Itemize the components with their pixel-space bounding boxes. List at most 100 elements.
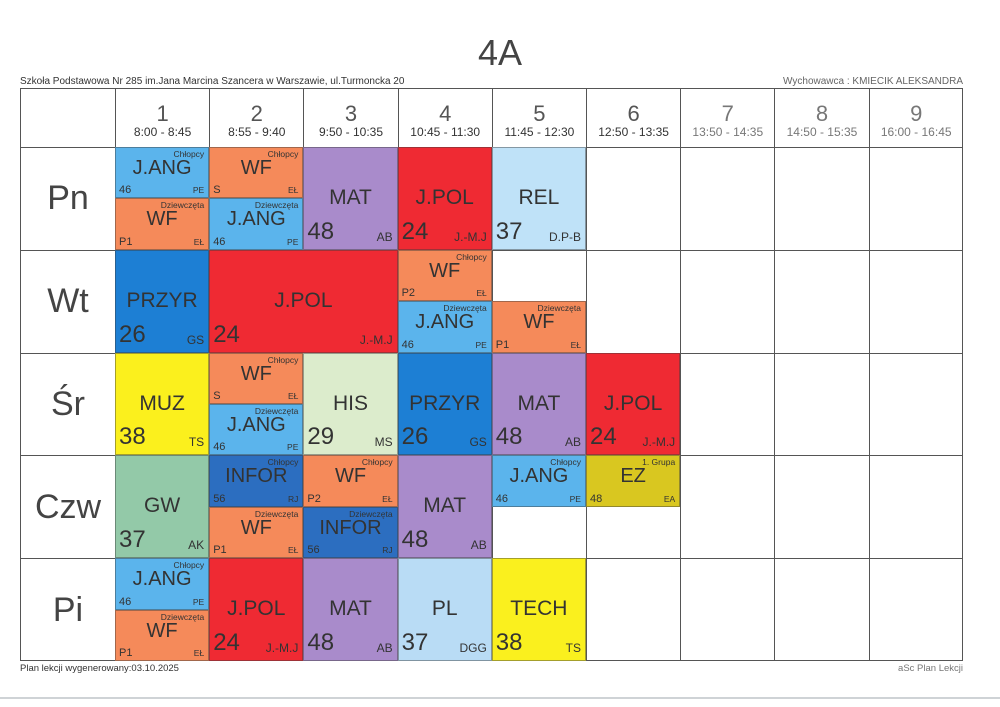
lesson-teacher: J.-M.J [359, 332, 393, 347]
lesson-room: 48 [307, 628, 335, 656]
lesson-block[interactable]: J.POL 24 J.-M.J [397, 147, 492, 250]
lesson-block[interactable]: 1. Grupa EZ 48 EA [586, 455, 681, 507]
period-number: 9 [910, 101, 923, 126]
period-number: 8 [815, 101, 829, 126]
period-header: 1 8:00 - 8:45 [115, 89, 209, 147]
lesson-teacher: GS [186, 332, 205, 347]
lesson-block[interactable]: REL 37 D.P-B [491, 147, 586, 250]
period-number: 6 [627, 101, 640, 126]
page-divider [0, 697, 1000, 699]
lesson-block[interactable]: Dziewczęta J.ANG 46 PE [209, 198, 304, 250]
lesson-block[interactable]: Chłopcy J.ANG 46 PE [491, 455, 586, 507]
lesson-subject: J.POL [603, 391, 663, 415]
period-header: 4 10:45 - 11:30 [397, 89, 492, 147]
lesson-block[interactable]: TECH 38 TS [491, 558, 586, 661]
lesson-subject: PL [431, 597, 458, 621]
lesson-group: Chłopcy [267, 149, 299, 159]
lesson-block[interactable]: Dziewczęta WF P1 EŁ [209, 506, 304, 559]
period-number: 7 [721, 101, 734, 126]
lesson-teacher: J.-M.J [454, 229, 487, 244]
lesson-block[interactable]: MAT 48 AB [491, 352, 586, 456]
lesson-block[interactable]: GW 37 AK [115, 455, 210, 559]
lesson-block[interactable]: Dziewczęta WF P1 EŁ [115, 609, 210, 661]
period-time: 13:50 - 14:35 [692, 125, 764, 139]
lesson-subject: EZ [620, 465, 646, 488]
lesson-teacher: PE [475, 339, 487, 350]
lesson-room: 46 [213, 441, 226, 454]
lesson-subject: MAT [329, 186, 372, 209]
lesson-block[interactable]: Chłopcy J.ANG 46 PE [115, 147, 210, 199]
day-label: Czw [21, 455, 115, 558]
period-time: 14:50 - 15:35 [786, 125, 858, 139]
lesson-block[interactable]: Dziewczęta INFOR 56 RJ [303, 506, 398, 559]
lesson-teacher: PE [192, 596, 205, 607]
period-number: 1 [156, 101, 169, 126]
lesson-room: 56 [307, 544, 320, 557]
lesson-room: 48 [590, 492, 603, 505]
lesson-teacher: PE [287, 236, 299, 247]
lesson-teacher: AK [188, 538, 205, 553]
lesson-block[interactable]: Chłopcy WF S EŁ [209, 352, 304, 404]
period-time: 8:00 - 8:45 [133, 125, 192, 139]
lesson-room: P1 [495, 338, 510, 351]
lesson-subject: J.ANG [132, 568, 192, 591]
lesson-block[interactable]: Chłopcy WF P2 EŁ [397, 249, 492, 302]
lesson-block[interactable]: J.POL 24 J.-M.J [586, 352, 681, 456]
lesson-block[interactable]: Chłopcy WF P2 EŁ [303, 455, 398, 507]
lesson-block[interactable]: J.POL 24 J.-M.J [209, 249, 398, 353]
lesson-block[interactable]: HIS 29 MS [303, 352, 398, 456]
lesson-block[interactable]: PRZYR 26 GS [115, 249, 210, 353]
lesson-teacher: AB [564, 435, 581, 450]
lesson-teacher: PE [287, 442, 299, 453]
lesson-group: Dziewczęta [160, 200, 205, 211]
period-time: 8:55 - 9:40 [228, 125, 286, 139]
period-header: 9 16:00 - 16:45 [868, 89, 963, 147]
lesson-room: 46 [495, 492, 509, 505]
lesson-block[interactable]: MAT 48 AB [303, 558, 398, 661]
lesson-group: Dziewczęta [160, 611, 205, 622]
lesson-block[interactable]: Dziewczęta WF P1 EŁ [115, 198, 210, 250]
lesson-block[interactable]: MAT 48 AB [303, 147, 398, 250]
lesson-group: Chłopcy [456, 251, 487, 262]
grid-column-line [868, 147, 870, 660]
lesson-block[interactable]: Chłopcy INFOR 56 RJ [209, 455, 304, 507]
period-time: 12:50 - 13:35 [598, 125, 669, 139]
lesson-room: 37 [401, 628, 429, 656]
lesson-room: P1 [119, 235, 133, 248]
lesson-block[interactable]: Chłopcy J.ANG 46 PE [115, 558, 210, 610]
lesson-subject: J.ANG [509, 465, 569, 488]
lesson-teacher: J.-M.J [642, 435, 676, 450]
lesson-block[interactable]: Dziewczęta J.ANG 46 PE [209, 404, 304, 456]
lesson-block[interactable]: Dziewczęta WF P1 EŁ [491, 301, 586, 353]
lesson-block[interactable]: J.POL 24 J.-M.J [209, 558, 304, 661]
period-time: 11:45 - 12:30 [504, 125, 575, 139]
lesson-block[interactable]: MUZ 38 TS [115, 352, 210, 456]
lesson-room: P2 [401, 287, 416, 300]
lesson-block[interactable]: Chłopcy WF S EŁ [209, 147, 304, 199]
lesson-teacher: EŁ [193, 236, 205, 247]
lesson-subject: J.ANG [415, 311, 475, 334]
lesson-room: 46 [213, 235, 226, 248]
lesson-group: Dziewczęta [254, 200, 299, 211]
lesson-block[interactable]: PRZYR 26 GS [397, 352, 492, 456]
lesson-subject: WF [523, 311, 555, 334]
lesson-teacher: EŁ [476, 288, 487, 299]
lesson-subject: MAT [423, 494, 467, 518]
period-time: 10:45 - 11:30 [410, 125, 481, 139]
lesson-teacher: AB [376, 229, 393, 244]
lesson-subject: HIS [332, 391, 368, 415]
lesson-subject: WF [146, 619, 178, 642]
class-title: 4A [477, 32, 523, 73]
lesson-block[interactable]: PL 37 DGG [397, 558, 492, 661]
lesson-subject: MAT [517, 391, 561, 415]
lesson-block[interactable]: Dziewczęta J.ANG 46 PE [397, 301, 492, 353]
lesson-room: 24 [590, 423, 617, 451]
lesson-room: S [213, 184, 221, 197]
lesson-group: 1. Grupa [642, 457, 676, 468]
lesson-teacher: D.P-B [548, 229, 581, 244]
period-header: 7 13:50 - 14:35 [680, 89, 774, 147]
lesson-group: Dziewczęta [537, 303, 581, 314]
lesson-room: 38 [119, 423, 146, 451]
lesson-block[interactable]: MAT 48 AB [397, 455, 492, 559]
lesson-teacher: TS [565, 640, 581, 655]
